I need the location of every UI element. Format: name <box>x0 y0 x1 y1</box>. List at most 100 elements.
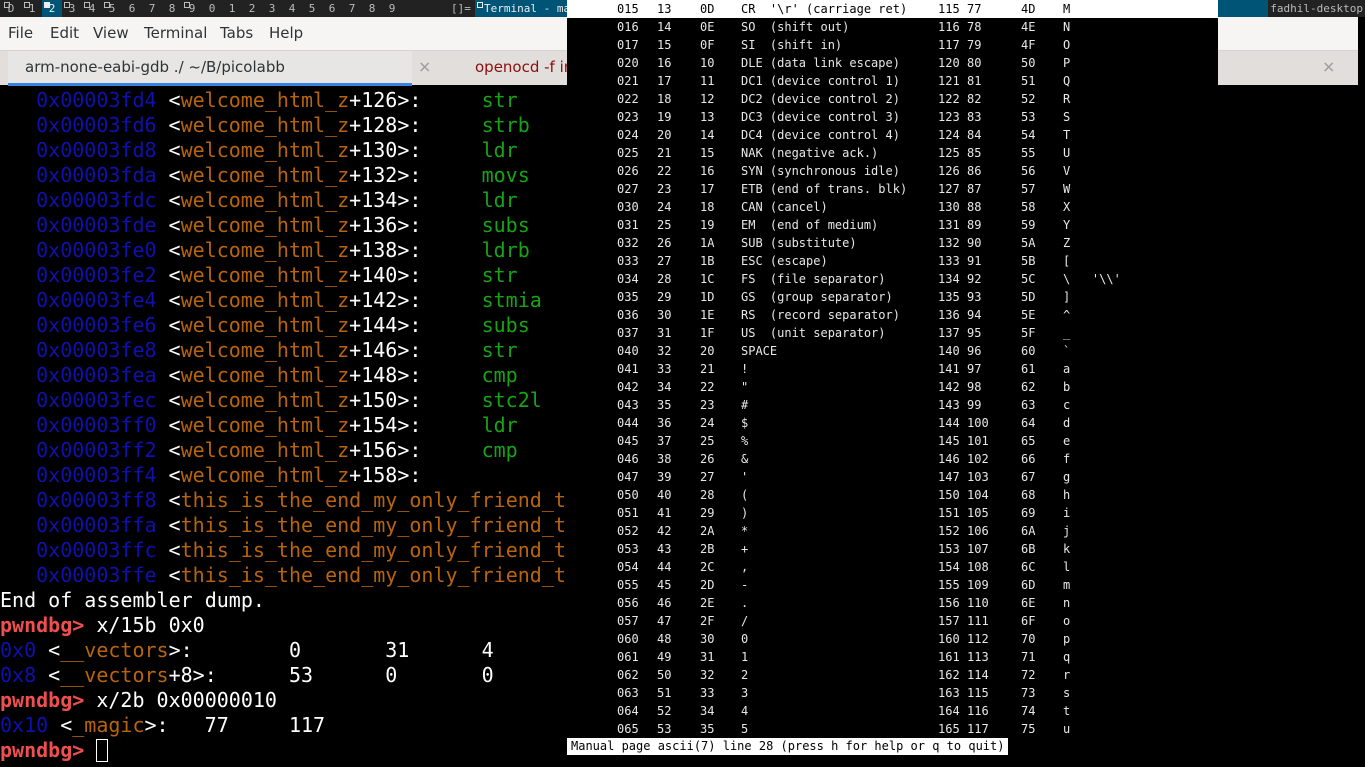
close-tab-icon[interactable]: × <box>1322 57 1336 76</box>
col-oct: 017 <box>617 38 639 52</box>
col-char: EM (end of medium) <box>741 218 879 232</box>
col-oct: 022 <box>617 92 639 106</box>
symbol-offset: +148>: <box>349 363 422 387</box>
col-hex: 31 <box>700 650 715 664</box>
menu-terminal[interactable]: Terminal <box>144 24 208 42</box>
tag-14[interactable]: 4 <box>288 2 296 15</box>
tag-13[interactable]: 3 <box>268 2 276 15</box>
ascii-row: 040 32 20 SPACE 140 96 60 ` <box>567 342 1218 360</box>
tag-15[interactable]: 5 <box>308 2 316 15</box>
tag-12[interactable]: 2 <box>248 2 256 15</box>
layout-indicator[interactable]: []= <box>451 2 471 15</box>
tag-19[interactable]: 9 <box>388 2 396 15</box>
col-oct: 065 <box>617 722 639 736</box>
col-char: + <box>741 542 749 556</box>
symbol-offset: +146>: <box>349 338 422 362</box>
tag-9[interactable]: 9 <box>182 0 202 17</box>
menu-tabs[interactable]: Tabs <box>220 24 254 42</box>
tag-4[interactable]: 4 <box>82 0 102 17</box>
symbol-name: _magic <box>72 713 145 737</box>
col-dec: 38 <box>657 452 672 466</box>
col-char: u <box>1063 722 1071 736</box>
col-hex: 27 <box>700 470 715 484</box>
col-oct: 132 <box>938 236 960 250</box>
symbol-offset: +126>: <box>349 88 422 112</box>
instruction-address: 0x00003fda <box>36 163 157 187</box>
tag-3[interactable]: 3 <box>62 0 82 17</box>
col-dec: 27 <box>657 254 672 268</box>
ascii-row: 044 36 24 $144 100 64 d <box>567 414 1218 432</box>
symbol-name: welcome_html_z <box>180 413 350 437</box>
angle-open: < <box>168 138 181 162</box>
symbol-offset: +130>: <box>349 138 422 162</box>
symbol-ref: <welcome_html_z+136>: <box>169 213 422 238</box>
instruction-address: 0x00003fde <box>36 213 157 237</box>
tag-7[interactable]: 7 <box>148 2 156 15</box>
tag-10[interactable]: 0 <box>208 2 216 15</box>
col-hex: 5A <box>1021 236 1036 250</box>
col-oct: 145 <box>938 434 960 448</box>
col-dec: 87 <box>967 182 982 196</box>
col-char: , <box>741 560 749 574</box>
tag-17[interactable]: 7 <box>348 2 356 15</box>
menu-file[interactable]: File <box>8 24 34 42</box>
col-hex: 55 <box>1021 146 1036 160</box>
menu-help[interactable]: Help <box>269 24 304 42</box>
tag-6[interactable]: 6 <box>128 2 136 15</box>
col-dec: 100 <box>967 416 989 430</box>
instruction-address: 0x00003ffc <box>36 538 157 562</box>
col-char: V <box>1063 164 1071 178</box>
col-oct: 163 <box>938 686 960 700</box>
menu-edit[interactable]: Edit <box>50 24 80 42</box>
end-text: End of assembler dump. <box>0 588 265 612</box>
col-dec: 24 <box>657 200 672 214</box>
col-oct: 045 <box>617 434 639 448</box>
close-tab-icon[interactable]: × <box>418 57 432 76</box>
col-char: 3 <box>741 686 749 700</box>
col-char: p <box>1063 632 1071 646</box>
instruction-address: 0x00003ff2 <box>36 438 157 462</box>
col-hex: 30 <box>700 632 715 646</box>
mnemonic: str <box>481 263 518 287</box>
symbol-offset: +158>: <box>349 463 422 487</box>
col-hex: 2E <box>700 596 715 610</box>
col-char: DLE (data link escape) <box>741 56 900 70</box>
col-hex: 17 <box>700 182 715 196</box>
col-hex: 20 <box>700 344 715 358</box>
tag-11[interactable]: 1 <box>228 2 236 15</box>
tag-18[interactable]: 8 <box>368 2 376 15</box>
col-hex: 64 <box>1021 416 1036 430</box>
col-oct: 154 <box>938 560 960 574</box>
tab-openocd[interactable]: openocd -f in × <box>412 51 1358 86</box>
byte-value: 0 <box>385 663 398 687</box>
ascii-row: 023 19 13 DC3 (device control 3) 123 83 53 S <box>567 108 1218 126</box>
col-oct: 056 <box>617 596 639 610</box>
angle-open: < <box>168 513 181 537</box>
symbol-name: welcome_html_z <box>180 113 350 137</box>
tag-5[interactable]: 5 <box>102 0 122 17</box>
col-oct: 133 <box>938 254 960 268</box>
tab-gdb[interactable]: arm-none-eabi-gdb ./ ~/B/picolabb × <box>8 51 431 86</box>
tag-8[interactable]: 8 <box>168 2 176 15</box>
tag-0[interactable]: D <box>2 0 20 17</box>
mnemonic: strb <box>481 113 530 137</box>
menu-view[interactable]: View <box>93 24 129 42</box>
col-oct: 147 <box>938 470 960 484</box>
col-hex: 5B <box>1021 254 1036 268</box>
col-hex: 32 <box>700 668 715 682</box>
col-hex: 16 <box>700 164 715 178</box>
tag-2[interactable]: 2 <box>42 0 62 17</box>
angle-open: < <box>168 463 181 487</box>
symbol-ref: <welcome_html_z+146>: <box>169 338 422 363</box>
tag-16[interactable]: 6 <box>328 2 336 15</box>
col-char: US (unit separator) <box>741 326 886 340</box>
col-dec: 88 <box>967 200 982 214</box>
col-char: s <box>1063 686 1071 700</box>
instruction-address: 0x00003fe2 <box>36 263 157 287</box>
ascii-row: 042 34 22 " 142 98 62 b <box>567 378 1218 396</box>
col-oct: 032 <box>617 236 639 250</box>
tag-1[interactable]: 1 <box>22 0 42 17</box>
man-page-window[interactable]: 015 13 0D CR '\r' (carriage ret) 115 77 4D M 016… <box>567 0 1218 767</box>
col-dec: 95 <box>967 326 982 340</box>
ascii-row: 036 30 1E RS (record separator) 136 94 5E ^ <box>567 306 1218 324</box>
